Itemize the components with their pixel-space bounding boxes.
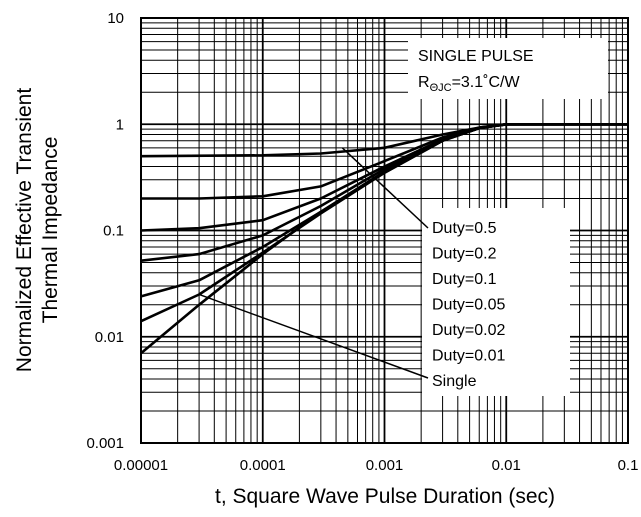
x-axis-title: t, Square Wave Pulse Duration (sec): [215, 485, 555, 508]
annotation-r-symbol: R: [418, 74, 430, 91]
legend-box: [422, 208, 570, 396]
x-tick-label: 0.00001: [114, 457, 168, 474]
series-curves: [140, 123, 628, 355]
y-axis-title-line2: Thermal Impedance: [39, 137, 62, 324]
y-axis-title-line1: Normalized Effective Transient: [13, 88, 36, 373]
x-tick-label: 0.01: [492, 457, 521, 474]
annotation-line2: RΘJC=3.1˚C/W: [418, 74, 520, 94]
y-tick-label: 10: [107, 10, 124, 27]
callout-lines: [198, 147, 429, 379]
legend-label: Single: [432, 373, 477, 390]
annotation-subscript: ΘJC: [430, 82, 452, 94]
legend-label: Duty=0.1: [432, 271, 497, 288]
series-line-6: [140, 123, 628, 355]
x-tick-label: 0.001: [366, 457, 404, 474]
legend-label: Duty=0.02: [432, 322, 505, 339]
callout-line-single: [198, 293, 429, 379]
callout-line-duty05: [341, 147, 429, 229]
x-tick-label: 0.0001: [240, 457, 286, 474]
y-tick-label: 0.01: [95, 329, 124, 346]
annotation-line1: SINGLE PULSE: [418, 48, 534, 65]
y-tick-label: 1: [116, 116, 124, 133]
y-tick-label: 0.001: [86, 435, 124, 452]
y-tick-label: 0.1: [103, 223, 124, 240]
x-tick-label: 0.1: [618, 457, 639, 474]
legend-label: Duty=0.2: [432, 246, 497, 263]
annotation-value: =3.1˚C/W: [452, 74, 521, 91]
x-tick-labels: 0.00001 0.0001 0.001 0.01 0.1: [114, 457, 639, 474]
legend-label: Duty=0.05: [432, 297, 505, 314]
annotation-box: [408, 38, 608, 99]
y-tick-labels: 0.001 0.01 0.1 1 10: [86, 10, 124, 452]
legend-label: Duty=0.5: [432, 220, 497, 237]
legend-label: Duty=0.01: [432, 348, 505, 365]
legend-labels: Duty=0.5 Duty=0.2 Duty=0.1 Duty=0.05 Duty=0.…: [432, 220, 505, 390]
